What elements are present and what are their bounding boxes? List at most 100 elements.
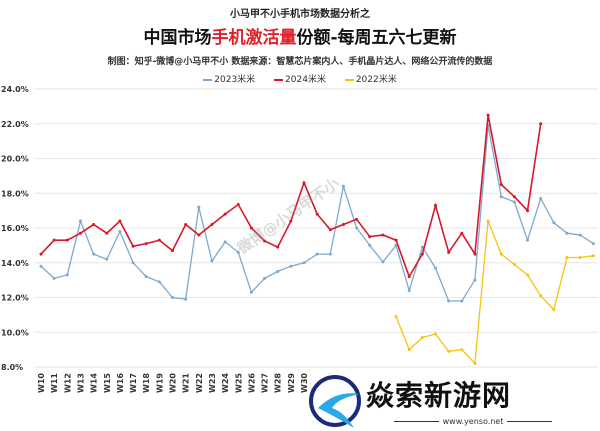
data-point (157, 238, 161, 242)
y-tick-label: 24.0% (1, 85, 29, 94)
x-tick-label: W25 (234, 373, 243, 393)
data-point (420, 245, 424, 249)
data-point (394, 315, 398, 319)
data-point (197, 205, 201, 209)
data-point (144, 275, 148, 279)
x-tick-label: W20 (169, 373, 178, 393)
logo-url: www.yenso.net (368, 417, 578, 426)
data-point (223, 212, 227, 216)
data-point (526, 273, 530, 277)
data-point (302, 181, 306, 185)
y-tick-label: 12.0% (1, 294, 29, 303)
data-point (499, 195, 503, 199)
data-point (210, 259, 214, 263)
data-point (381, 233, 385, 237)
data-point (512, 200, 516, 204)
data-point (289, 219, 293, 223)
data-point (499, 183, 503, 187)
y-tick-label: 20.0% (1, 155, 29, 164)
y-tick-label: 10.0% (1, 328, 29, 337)
data-point (447, 250, 451, 254)
x-tick-label: W26 (247, 373, 256, 393)
data-point (78, 219, 82, 223)
x-tick-label: W29 (287, 373, 296, 393)
data-point (473, 362, 477, 366)
data-point (539, 294, 543, 298)
data-point (197, 233, 201, 237)
data-point (65, 273, 69, 277)
legend-swatch (203, 78, 213, 81)
title-post: 份额-每周五六七更新 (296, 28, 457, 48)
legend-item-2022: 2022米米 (344, 75, 397, 85)
data-point (407, 348, 411, 352)
data-point (434, 332, 437, 336)
data-point (355, 217, 359, 221)
legend-swatch (274, 78, 284, 81)
data-point (65, 238, 69, 242)
data-point (105, 231, 109, 235)
x-tick-label: W27 (261, 373, 270, 393)
x-tick-label: W16 (116, 373, 125, 393)
data-point (473, 278, 477, 282)
data-point (355, 226, 359, 230)
data-point (591, 242, 595, 246)
data-point (565, 256, 569, 260)
data-point (249, 226, 253, 230)
x-tick-label: W22 (195, 373, 204, 393)
data-point (407, 275, 411, 279)
x-tick-label: W28 (274, 373, 283, 393)
data-point (302, 261, 306, 265)
data-point (578, 256, 582, 260)
data-point (157, 280, 161, 284)
data-point (328, 228, 332, 232)
x-tick-label: W12 (63, 373, 72, 393)
data-point (552, 308, 556, 312)
legend-item-2024: 2024米米 (274, 75, 326, 85)
data-point (526, 209, 530, 213)
data-point (434, 266, 437, 270)
data-point (526, 238, 530, 242)
data-point (499, 252, 503, 256)
x-tick-label: W19 (155, 373, 164, 393)
data-point (105, 257, 109, 261)
series-line-2022米米 (395, 220, 594, 365)
data-point (171, 296, 174, 299)
title-pre: 中国市场 (143, 28, 212, 48)
data-point (223, 240, 227, 244)
data-point (171, 249, 174, 253)
data-point (144, 242, 148, 246)
data-point (486, 113, 490, 117)
legend-label: 2022米米 (355, 75, 397, 85)
y-tick-label: 22.0% (1, 120, 29, 129)
data-point (368, 243, 372, 247)
x-tick-label: W24 (221, 373, 230, 393)
data-point (39, 264, 43, 268)
data-point (52, 238, 56, 242)
data-point (236, 203, 240, 207)
series-line-2024米米 (40, 114, 542, 279)
x-tick-label: W23 (208, 373, 217, 393)
data-point (92, 223, 96, 227)
data-point (131, 261, 135, 265)
chart-supertitle: 小马甲不小手机市场数据分析之 (230, 9, 370, 20)
legend: 2023米米 2024米米 2022米米 (0, 72, 600, 85)
data-point (263, 239, 267, 243)
data-point (460, 231, 464, 235)
title-highlight: 手机激活量 (211, 28, 297, 48)
data-point (78, 231, 82, 235)
data-point (539, 122, 543, 126)
data-point (118, 219, 122, 223)
data-point (552, 221, 556, 225)
y-tick-label: 18.0% (1, 189, 29, 198)
chart-title: 中国市场手机激活量份额-每周五六七更新 (0, 23, 600, 48)
data-point (473, 252, 477, 256)
data-point (210, 223, 214, 227)
data-point (447, 299, 451, 303)
logo-emblem-icon (309, 375, 361, 428)
data-point (512, 262, 516, 266)
data-point (512, 195, 516, 199)
data-point (434, 203, 437, 207)
data-point (394, 243, 398, 247)
x-tick-label: W13 (76, 373, 85, 393)
